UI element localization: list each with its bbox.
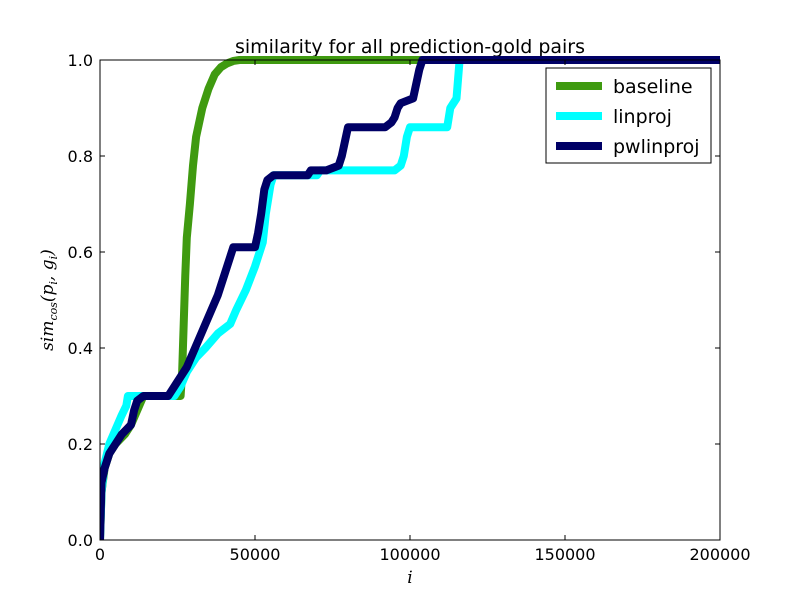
series-line-linproj [100, 56, 720, 541]
y-tick-label: 1.0 [68, 51, 93, 70]
legend-label-pwlinproj: pwlinproj [613, 136, 700, 158]
y-label-close: ) [38, 249, 58, 257]
y-tick-label: 0.2 [68, 435, 93, 454]
tick-layer: 0 50000 100000 150000 200000 0.0 0.2 0.4 0.6 0.8 1… [68, 51, 751, 564]
y-axis-label: simcos(pi, gi) [38, 249, 60, 351]
y-label-args: (p [38, 284, 58, 302]
legend-label-baseline: baseline [613, 76, 693, 98]
legend-label-linproj: linproj [613, 106, 672, 128]
x-tick-label: 150000 [534, 545, 595, 564]
series-line-pwlinproj [100, 56, 720, 541]
x-tick-label: 100000 [379, 545, 440, 564]
x-tick-label: 0 [95, 545, 105, 564]
chart-title: similarity for all prediction-gold pairs [235, 36, 585, 58]
y-tick-label: 0.0 [68, 531, 93, 550]
y-label-sub-p: i [47, 281, 60, 285]
y-label-sub-g: i [47, 256, 60, 260]
y-label-sub-cos: cos [47, 302, 60, 321]
x-tick-label: 50000 [230, 545, 281, 564]
series-layer [100, 56, 720, 541]
x-tick-label: 200000 [689, 545, 750, 564]
y-label-main: sim [38, 321, 58, 351]
y-label-comma: , g [38, 259, 58, 281]
x-axis-label: i [407, 568, 412, 588]
y-tick-label: 0.4 [68, 339, 93, 358]
legend: baseline linproj pwlinproj [545, 67, 712, 164]
y-tick-label: 0.8 [68, 147, 93, 166]
y-tick-label: 0.6 [68, 243, 93, 262]
